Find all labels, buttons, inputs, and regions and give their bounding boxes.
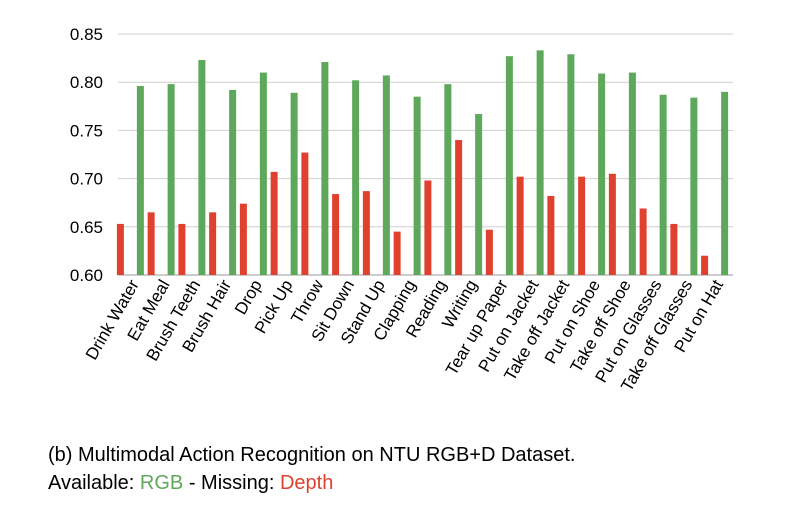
bar-rgb bbox=[659, 94, 667, 276]
bar-depth bbox=[608, 173, 616, 275]
bar-rgb bbox=[567, 54, 575, 275]
y-tick-label: 0.65 bbox=[70, 218, 103, 237]
bar-depth bbox=[332, 194, 340, 275]
bar-rgb bbox=[505, 56, 513, 276]
figure-legend-caption: Available: RGB - Missing: Depth bbox=[48, 472, 333, 495]
bar-rgb bbox=[690, 97, 698, 276]
y-axis-ticks: 0.60 0.65 0.70 0.75 0.80 0.85 bbox=[70, 25, 103, 285]
bar-depth bbox=[485, 229, 493, 275]
bar-depth bbox=[578, 176, 586, 275]
bar-depth bbox=[270, 171, 278, 275]
bar-rgb bbox=[352, 80, 360, 275]
bar-rgb bbox=[536, 50, 544, 275]
bar-depth bbox=[239, 203, 247, 275]
bar-depth bbox=[547, 195, 555, 275]
bar-depth bbox=[301, 152, 309, 275]
caption-separator: - Missing: bbox=[183, 472, 280, 494]
bar-rgb bbox=[598, 73, 606, 275]
y-tick-label: 0.75 bbox=[70, 121, 103, 140]
bar-rgb bbox=[198, 60, 206, 275]
legend-rgb-label: RGB bbox=[139, 472, 184, 494]
bar-depth bbox=[393, 231, 401, 275]
bar-depth bbox=[362, 191, 370, 275]
bar-depth bbox=[178, 223, 186, 275]
bar-depth bbox=[701, 255, 709, 275]
caption-prefix: Available: bbox=[48, 472, 140, 494]
bar-rgb bbox=[382, 75, 390, 276]
bar-depth bbox=[116, 223, 124, 275]
y-tick-label: 0.60 bbox=[70, 266, 103, 285]
y-tick-label: 0.85 bbox=[70, 25, 103, 44]
bar-rgb bbox=[229, 89, 237, 275]
bar-rgb bbox=[290, 92, 298, 275]
bar-depth bbox=[209, 212, 217, 275]
legend-depth-label: Depth bbox=[279, 472, 334, 494]
bar-depth bbox=[455, 140, 463, 275]
bar-depth bbox=[670, 223, 678, 275]
bar-rgb bbox=[444, 84, 452, 276]
bar-rgb bbox=[167, 84, 175, 276]
bars bbox=[116, 50, 729, 276]
bar-rgb bbox=[321, 61, 329, 276]
bar-rgb bbox=[259, 72, 267, 275]
bar-rgb bbox=[721, 91, 729, 275]
bar-depth bbox=[639, 208, 647, 275]
bar-rgb bbox=[413, 96, 421, 275]
figure-caption: (b) Multimodal Action Recognition on NTU… bbox=[48, 444, 576, 466]
bar-rgb bbox=[475, 114, 483, 276]
y-tick-label: 0.80 bbox=[70, 73, 103, 92]
bar-rgb bbox=[136, 86, 144, 275]
bar-depth bbox=[147, 212, 155, 275]
bar-chart: 0.60 0.65 0.70 0.75 0.80 0.85 Drink WaterEat … bbox=[70, 25, 733, 395]
y-tick-label: 0.70 bbox=[70, 170, 103, 189]
bar-depth bbox=[516, 176, 524, 275]
bar-depth bbox=[424, 180, 432, 275]
bar-rgb bbox=[628, 72, 636, 275]
